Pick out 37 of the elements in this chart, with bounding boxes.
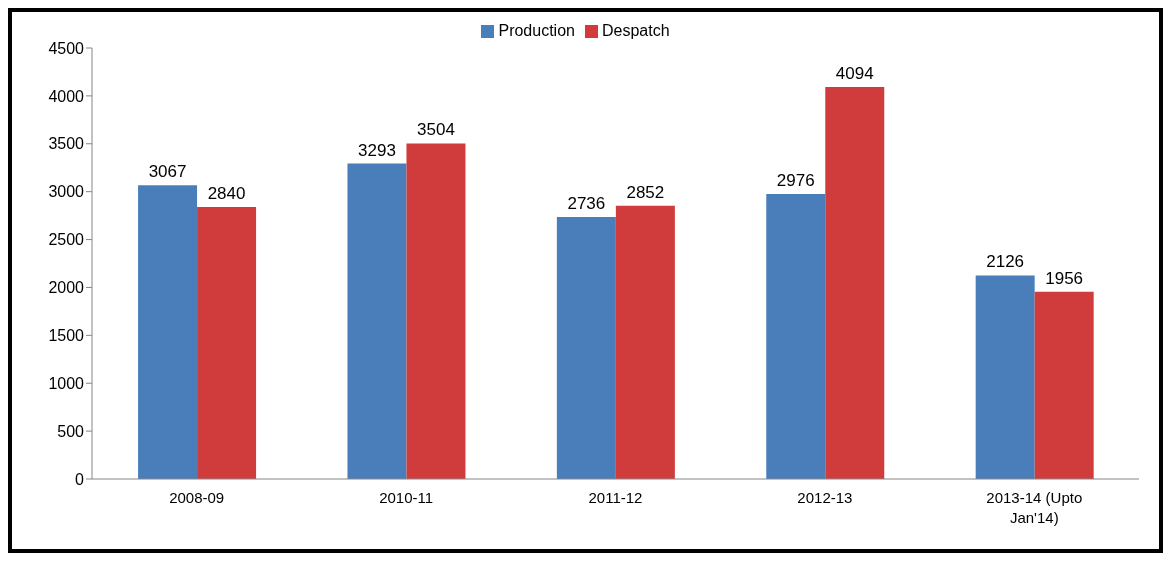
x-tick-label: 2010-11 <box>379 489 434 506</box>
data-label: 1956 <box>1045 268 1084 288</box>
bar <box>825 86 885 479</box>
y-tick-label: 3500 <box>48 135 85 153</box>
data-label: 2736 <box>567 193 606 213</box>
legend-label: Despatch <box>601 22 670 39</box>
y-tick-label: 2500 <box>48 231 85 249</box>
y-tick-label: 4000 <box>48 87 85 105</box>
bar <box>347 163 407 479</box>
bar <box>766 193 826 479</box>
y-tick-label: 2000 <box>48 279 85 297</box>
data-label: 2840 <box>207 183 246 203</box>
x-tick-label: 2012-13 <box>797 489 853 506</box>
bar <box>615 205 675 479</box>
bar <box>1034 291 1094 479</box>
data-label: 2852 <box>626 182 665 202</box>
y-tick-label: 500 <box>57 422 85 440</box>
x-tick-label: 2013-14 (Upto Jan'14) <box>986 489 1083 526</box>
data-label: 3504 <box>417 120 455 140</box>
y-tick-label: 1000 <box>48 374 85 392</box>
y-tick-label: 0 <box>75 470 85 488</box>
data-label: 2976 <box>776 170 815 190</box>
bar <box>406 143 466 479</box>
bar <box>138 185 198 479</box>
y-tick-label: 4500 <box>48 39 85 57</box>
bar <box>975 275 1035 479</box>
bar <box>556 216 616 479</box>
x-tick-label: 2008-09 <box>169 489 225 506</box>
x-tick-label: 2011-12 <box>588 489 643 506</box>
data-label: 3067 <box>148 162 187 182</box>
y-tick-label: 3000 <box>48 183 85 201</box>
y-tick-label: 1500 <box>48 327 85 345</box>
bar <box>197 206 257 479</box>
data-label: 2126 <box>986 252 1025 272</box>
data-label: 3293 <box>358 140 396 160</box>
legend-label: Production <box>498 22 575 39</box>
data-label: 4094 <box>835 63 874 83</box>
